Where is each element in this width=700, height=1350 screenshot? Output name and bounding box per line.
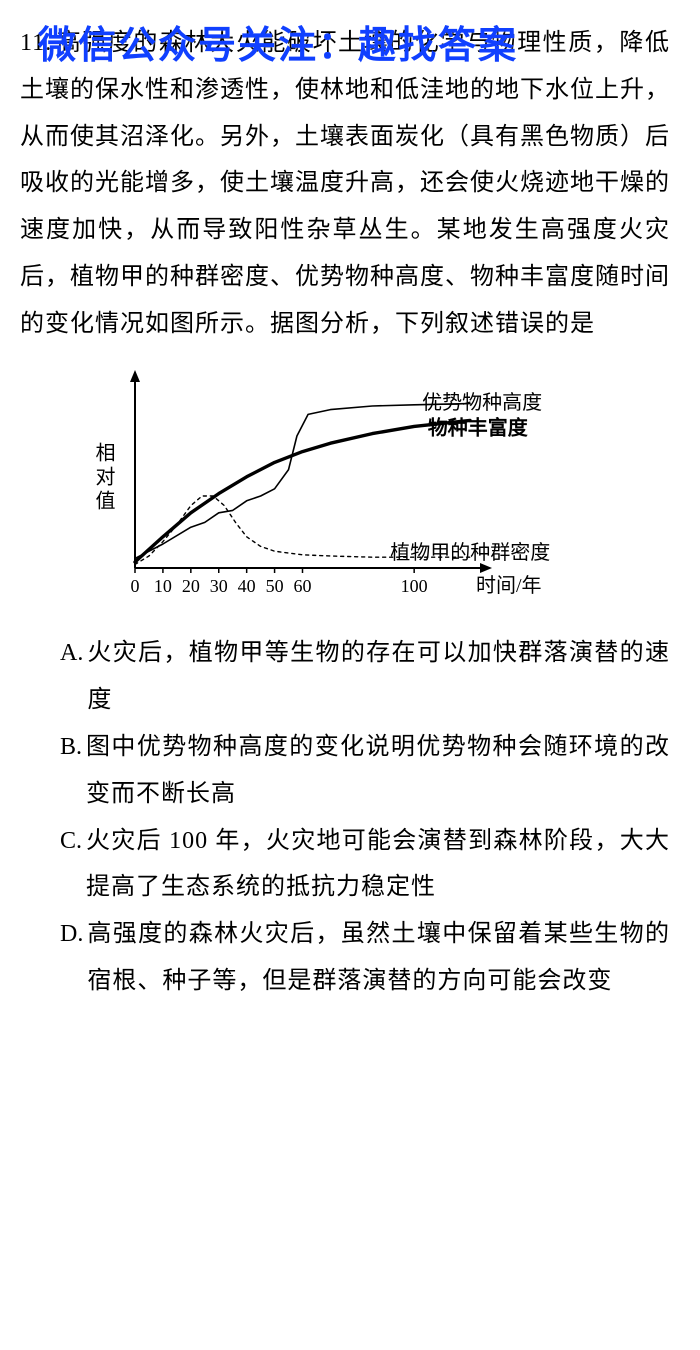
chart: 相对值 0 10 20 30 40 50 60 100 时间/年 优势物种高度物种丰富度植物甲的种群… <box>80 350 550 627</box>
option-b: B. 图中优势物种高度的变化说明优势物种会随环境的改变而不断长高 <box>20 724 670 818</box>
svg-text:时间/年: 时间/年 <box>476 574 542 597</box>
options: A. 火灾后，植物甲等生物的存在可以加快群落演替的速度 B. 图中优势物种高度的… <box>20 630 670 1004</box>
option-text: 火灾后，植物甲等生物的存在可以加快群落演替的速度 <box>87 630 670 724</box>
svg-text:优势物种高度: 优势物种高度 <box>422 390 542 413</box>
svg-text:20: 20 <box>182 576 200 596</box>
svg-text:60: 60 <box>294 576 312 596</box>
svg-text:10: 10 <box>154 576 172 596</box>
option-letter: B. <box>60 724 82 771</box>
watermark: 微信公众号关注：趣找答案 <box>38 14 518 69</box>
option-c: C. 火灾后 100 年，火灾地可能会演替到森林阶段，大大提高了生态系统的抵抗力… <box>20 818 670 912</box>
option-text: 火灾后 100 年，火灾地可能会演替到森林阶段，大大提高了生态系统的抵抗力稳定性 <box>86 818 670 912</box>
svg-text:100: 100 <box>401 576 428 596</box>
option-letter: D. <box>60 911 83 958</box>
option-a: A. 火灾后，植物甲等生物的存在可以加快群落演替的速度 <box>20 630 670 724</box>
question-block: 11.高强度的森林大火能破坏土壤的化学与物理性质，降低土壤的保水性和渗透性，使林… <box>20 20 670 348</box>
option-text: 图中优势物种高度的变化说明优势物种会随环境的改变而不断长高 <box>86 724 670 818</box>
option-letter: A. <box>60 630 83 677</box>
svg-text:40: 40 <box>238 576 256 596</box>
page: 11.高强度的森林大火能破坏土壤的化学与物理性质，降低土壤的保水性和渗透性，使林… <box>0 0 700 1025</box>
svg-text:物种丰富度: 物种丰富度 <box>428 415 529 439</box>
svg-text:植物甲的种群密度: 植物甲的种群密度 <box>390 541 550 564</box>
option-d: D. 高强度的森林火灾后，虽然土壤中保留着某些生物的宿根、种子等，但是群落演替的… <box>20 911 670 1005</box>
question-body: 高强度的森林大火能破坏土壤的化学与物理性质，降低土壤的保水性和渗透性，使林地和低… <box>20 30 670 337</box>
option-letter: C. <box>60 818 82 865</box>
option-text: 高强度的森林火灾后，虽然土壤中保留着某些生物的宿根、种子等，但是群落演替的方向可… <box>87 911 670 1005</box>
svg-text:相对值: 相对值 <box>92 441 115 513</box>
chart-svg: 相对值 0 10 20 30 40 50 60 100 时间/年 优势物种高度物种丰富度植物甲的种群… <box>80 350 550 610</box>
svg-text:50: 50 <box>266 576 284 596</box>
svg-text:30: 30 <box>210 576 228 596</box>
svg-text:0: 0 <box>131 576 140 596</box>
